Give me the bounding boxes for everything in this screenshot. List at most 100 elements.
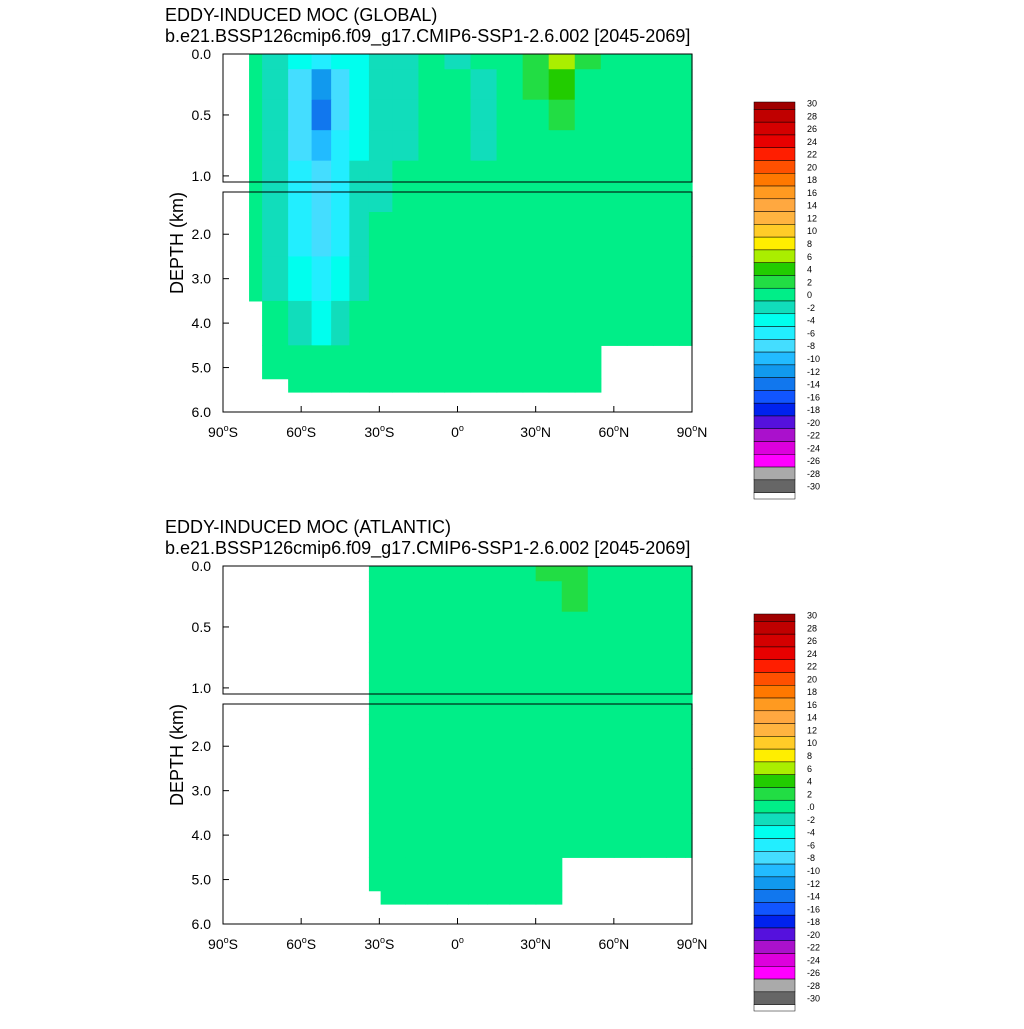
moc-cell <box>470 130 498 162</box>
moc-cell <box>496 130 524 162</box>
moc-cell <box>368 812 382 858</box>
moc-cell <box>262 54 289 70</box>
moc-cell <box>311 160 332 183</box>
x-tick-label: 60oN <box>598 935 629 952</box>
colorbar-swatch <box>753 659 796 673</box>
moc-cell <box>652 182 680 213</box>
colorbar-swatch <box>753 953 796 967</box>
moc-cell <box>427 642 448 674</box>
moc-cell <box>548 300 576 346</box>
moc-cell <box>368 566 382 582</box>
moc-cell <box>626 69 654 101</box>
moc-cell <box>405 566 429 582</box>
moc-cell <box>447 890 469 905</box>
moc-cell <box>427 768 448 814</box>
moc-field <box>368 566 693 905</box>
moc-cell <box>522 182 550 213</box>
moc-cell <box>522 160 550 183</box>
moc-cell <box>470 256 498 302</box>
moc-cell <box>548 54 576 70</box>
colorbar-label: -12 <box>807 879 820 889</box>
colorbar-label: -16 <box>807 904 820 914</box>
moc-cell <box>509 890 537 905</box>
colorbar-label: -2 <box>807 815 815 825</box>
moc-cell <box>467 642 489 674</box>
moc-cell <box>613 566 641 582</box>
colorbar-label: 4 <box>807 265 812 275</box>
moc-cell <box>392 345 420 380</box>
moc-cell <box>600 256 628 302</box>
moc-cell <box>613 812 641 858</box>
colorbar-label: -28 <box>807 469 820 479</box>
moc-cell <box>600 212 628 258</box>
colorbar-swatch <box>753 966 796 980</box>
moc-cell <box>626 256 654 302</box>
moc-cell <box>587 724 615 770</box>
moc-cell <box>587 611 615 643</box>
moc-cell <box>288 69 313 101</box>
colorbar-label: -30 <box>807 994 820 1004</box>
colorbar-label: 2 <box>807 789 812 799</box>
moc-cell <box>535 694 563 725</box>
colorbar-swatch <box>753 428 796 442</box>
colorbar-label: -18 <box>807 405 820 415</box>
colorbar-label: -8 <box>807 341 815 351</box>
moc-cell <box>288 212 313 258</box>
colorbar-swatch <box>753 441 796 455</box>
moc-cell <box>665 581 687 613</box>
moc-cell <box>467 724 489 770</box>
moc-cell <box>548 182 576 213</box>
moc-cell <box>288 99 313 131</box>
moc-cell <box>380 724 406 770</box>
moc-cell <box>392 300 420 346</box>
y-axis-label: DEPTH (km) <box>167 704 187 806</box>
moc-cell <box>331 182 350 213</box>
colorbar-label: -20 <box>807 930 820 940</box>
moc-cell <box>678 130 693 162</box>
moc-cell <box>665 694 687 725</box>
colorbar-swatch <box>753 914 796 929</box>
moc-cell <box>548 99 576 131</box>
moc-cell <box>331 300 350 346</box>
moc-cell <box>349 300 370 346</box>
moc-cell <box>509 611 537 643</box>
moc-cell <box>535 812 563 858</box>
moc-cell <box>392 54 420 70</box>
moc-cell <box>522 378 550 393</box>
moc-cell <box>418 345 446 380</box>
colorbar-swatch <box>753 876 796 890</box>
moc-cell <box>262 345 289 380</box>
moc-cell <box>509 768 537 814</box>
colorbar-label: 12 <box>807 213 817 223</box>
moc-cell <box>652 256 680 302</box>
colorbar-swatch <box>753 710 796 724</box>
moc-cell <box>418 54 446 70</box>
colorbar-label: -28 <box>807 981 820 991</box>
moc-cell <box>311 69 332 101</box>
colorbar-swatch <box>753 1004 796 1012</box>
moc-cell <box>368 611 382 643</box>
moc-cell <box>487 857 511 892</box>
moc-cell <box>685 768 693 814</box>
moc-cell <box>262 130 289 162</box>
chart-subtitle: b.e21.BSSP126cmip6.f09_g17.CMIP6-SSP1-2.… <box>165 538 690 559</box>
moc-cell <box>587 694 615 725</box>
moc-cell <box>311 378 332 393</box>
colorbar-label: 14 <box>807 713 817 723</box>
moc-cell <box>311 345 332 380</box>
moc-cell <box>349 69 370 101</box>
moc-cell <box>487 768 511 814</box>
moc-cell <box>427 890 448 905</box>
colorbar-swatch <box>753 927 796 941</box>
y-tick-label: 2.0 <box>192 226 212 242</box>
moc-cell <box>262 256 289 302</box>
colorbar: 302826242220181614121086420-2-4-6-8-10-1… <box>753 99 820 500</box>
moc-chart-svg: EDDY-INDUCED MOC (GLOBAL)b.e21.BSSP126cm… <box>165 5 820 500</box>
y-tick-label: 5.0 <box>192 360 212 376</box>
moc-cell <box>574 160 602 183</box>
moc-chart-svg: EDDY-INDUCED MOC (ATLANTIC)b.e21.BSSP126… <box>165 517 820 1012</box>
moc-cell <box>639 724 667 770</box>
moc-cell <box>574 300 602 346</box>
moc-cell <box>561 694 589 725</box>
x-tick-label: 90oN <box>677 935 708 952</box>
